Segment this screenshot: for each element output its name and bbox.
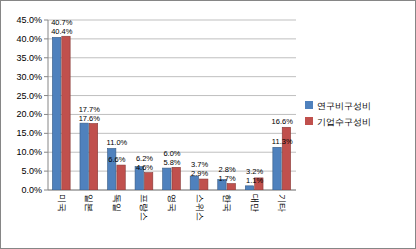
tick-mark (44, 57, 48, 58)
tick-mark (44, 20, 48, 21)
bar (52, 37, 60, 190)
bars (52, 36, 290, 190)
y-tick-label: 40.0% (16, 34, 42, 44)
tick-mark (44, 171, 48, 172)
bar (163, 168, 171, 190)
legend-swatch (305, 101, 313, 109)
chart: 0.0% 5.0% 10.0% 15.0% 20.0% 25.0% 30.0% 35.0% 40… (0, 0, 416, 249)
y-tick-label: 10.0% (16, 147, 42, 157)
x-tick-label: 대만 (250, 194, 260, 212)
grid-line (48, 95, 296, 96)
grid-line (48, 38, 296, 39)
bar (190, 176, 198, 190)
tick-mark (44, 114, 48, 115)
x-tick-label: 한국 (222, 194, 232, 212)
bar (144, 173, 152, 190)
data-label: 6.6% (108, 155, 125, 164)
bar (172, 167, 180, 190)
data-label: 3.7% (191, 160, 208, 169)
data-label: 6.2% (136, 154, 153, 163)
bar (89, 124, 97, 190)
data-label: 1.7% (219, 174, 236, 183)
legend-swatch (305, 117, 313, 125)
y-tick-label: 0.0% (21, 185, 42, 195)
y-tick-label: 20.0% (16, 109, 42, 119)
data-label: 4.6% (136, 163, 153, 172)
y-axis (48, 20, 49, 190)
grid-line (48, 57, 296, 58)
data-label: 40.7% (51, 18, 73, 27)
data-label: 1.1% (246, 176, 263, 185)
x-tick-label: 영국 (167, 194, 177, 212)
y-tick-label: 35.0% (16, 53, 42, 63)
data-label: 2.8% (219, 165, 236, 174)
data-label: 16.6% (272, 117, 294, 126)
bar (245, 186, 253, 190)
y-tick-label: 15.0% (16, 128, 42, 138)
tick-mark (44, 133, 48, 134)
bar (80, 123, 88, 190)
bar (273, 147, 281, 190)
bar (227, 184, 235, 190)
y-tick-label: 30.0% (16, 72, 42, 82)
tick-mark (44, 38, 48, 39)
tick-mark (44, 152, 48, 153)
tick-mark (44, 76, 48, 77)
data-label: 6.0% (163, 149, 180, 158)
data-label: 11.0% (107, 138, 128, 147)
x-tick-label: 프랑스 (139, 194, 149, 221)
data-label: 5.8% (163, 158, 180, 167)
y-tick-label: 5.0% (21, 166, 42, 176)
x-tick-label: 미국 (57, 194, 67, 212)
legend-label: 연구비구성비 (317, 101, 371, 111)
data-label: 17.7% (79, 105, 101, 114)
grid-line (48, 20, 296, 21)
x-tick-label: 스위스 (195, 194, 205, 221)
data-label: 11.3% (272, 137, 293, 146)
x-tick-label: 기타 (277, 194, 287, 212)
data-label: 3.2% (246, 167, 263, 176)
y-tick-label: 45.0% (16, 15, 42, 25)
y-tick-label: 25.0% (16, 91, 42, 101)
data-label: 17.6% (79, 114, 101, 123)
x-tick-label: 일본 (84, 194, 94, 212)
tick-mark (44, 190, 48, 191)
data-label: 40.4% (51, 27, 73, 36)
legend-label: 기업수구성비 (317, 117, 371, 127)
bar (117, 165, 125, 190)
frame (1, 1, 416, 249)
x-tick-label: 독일 (112, 194, 122, 212)
bar (200, 179, 208, 190)
bar (62, 36, 70, 190)
data-label: 2.9% (191, 169, 208, 178)
grid-line (48, 76, 296, 77)
tick-mark (44, 95, 48, 96)
